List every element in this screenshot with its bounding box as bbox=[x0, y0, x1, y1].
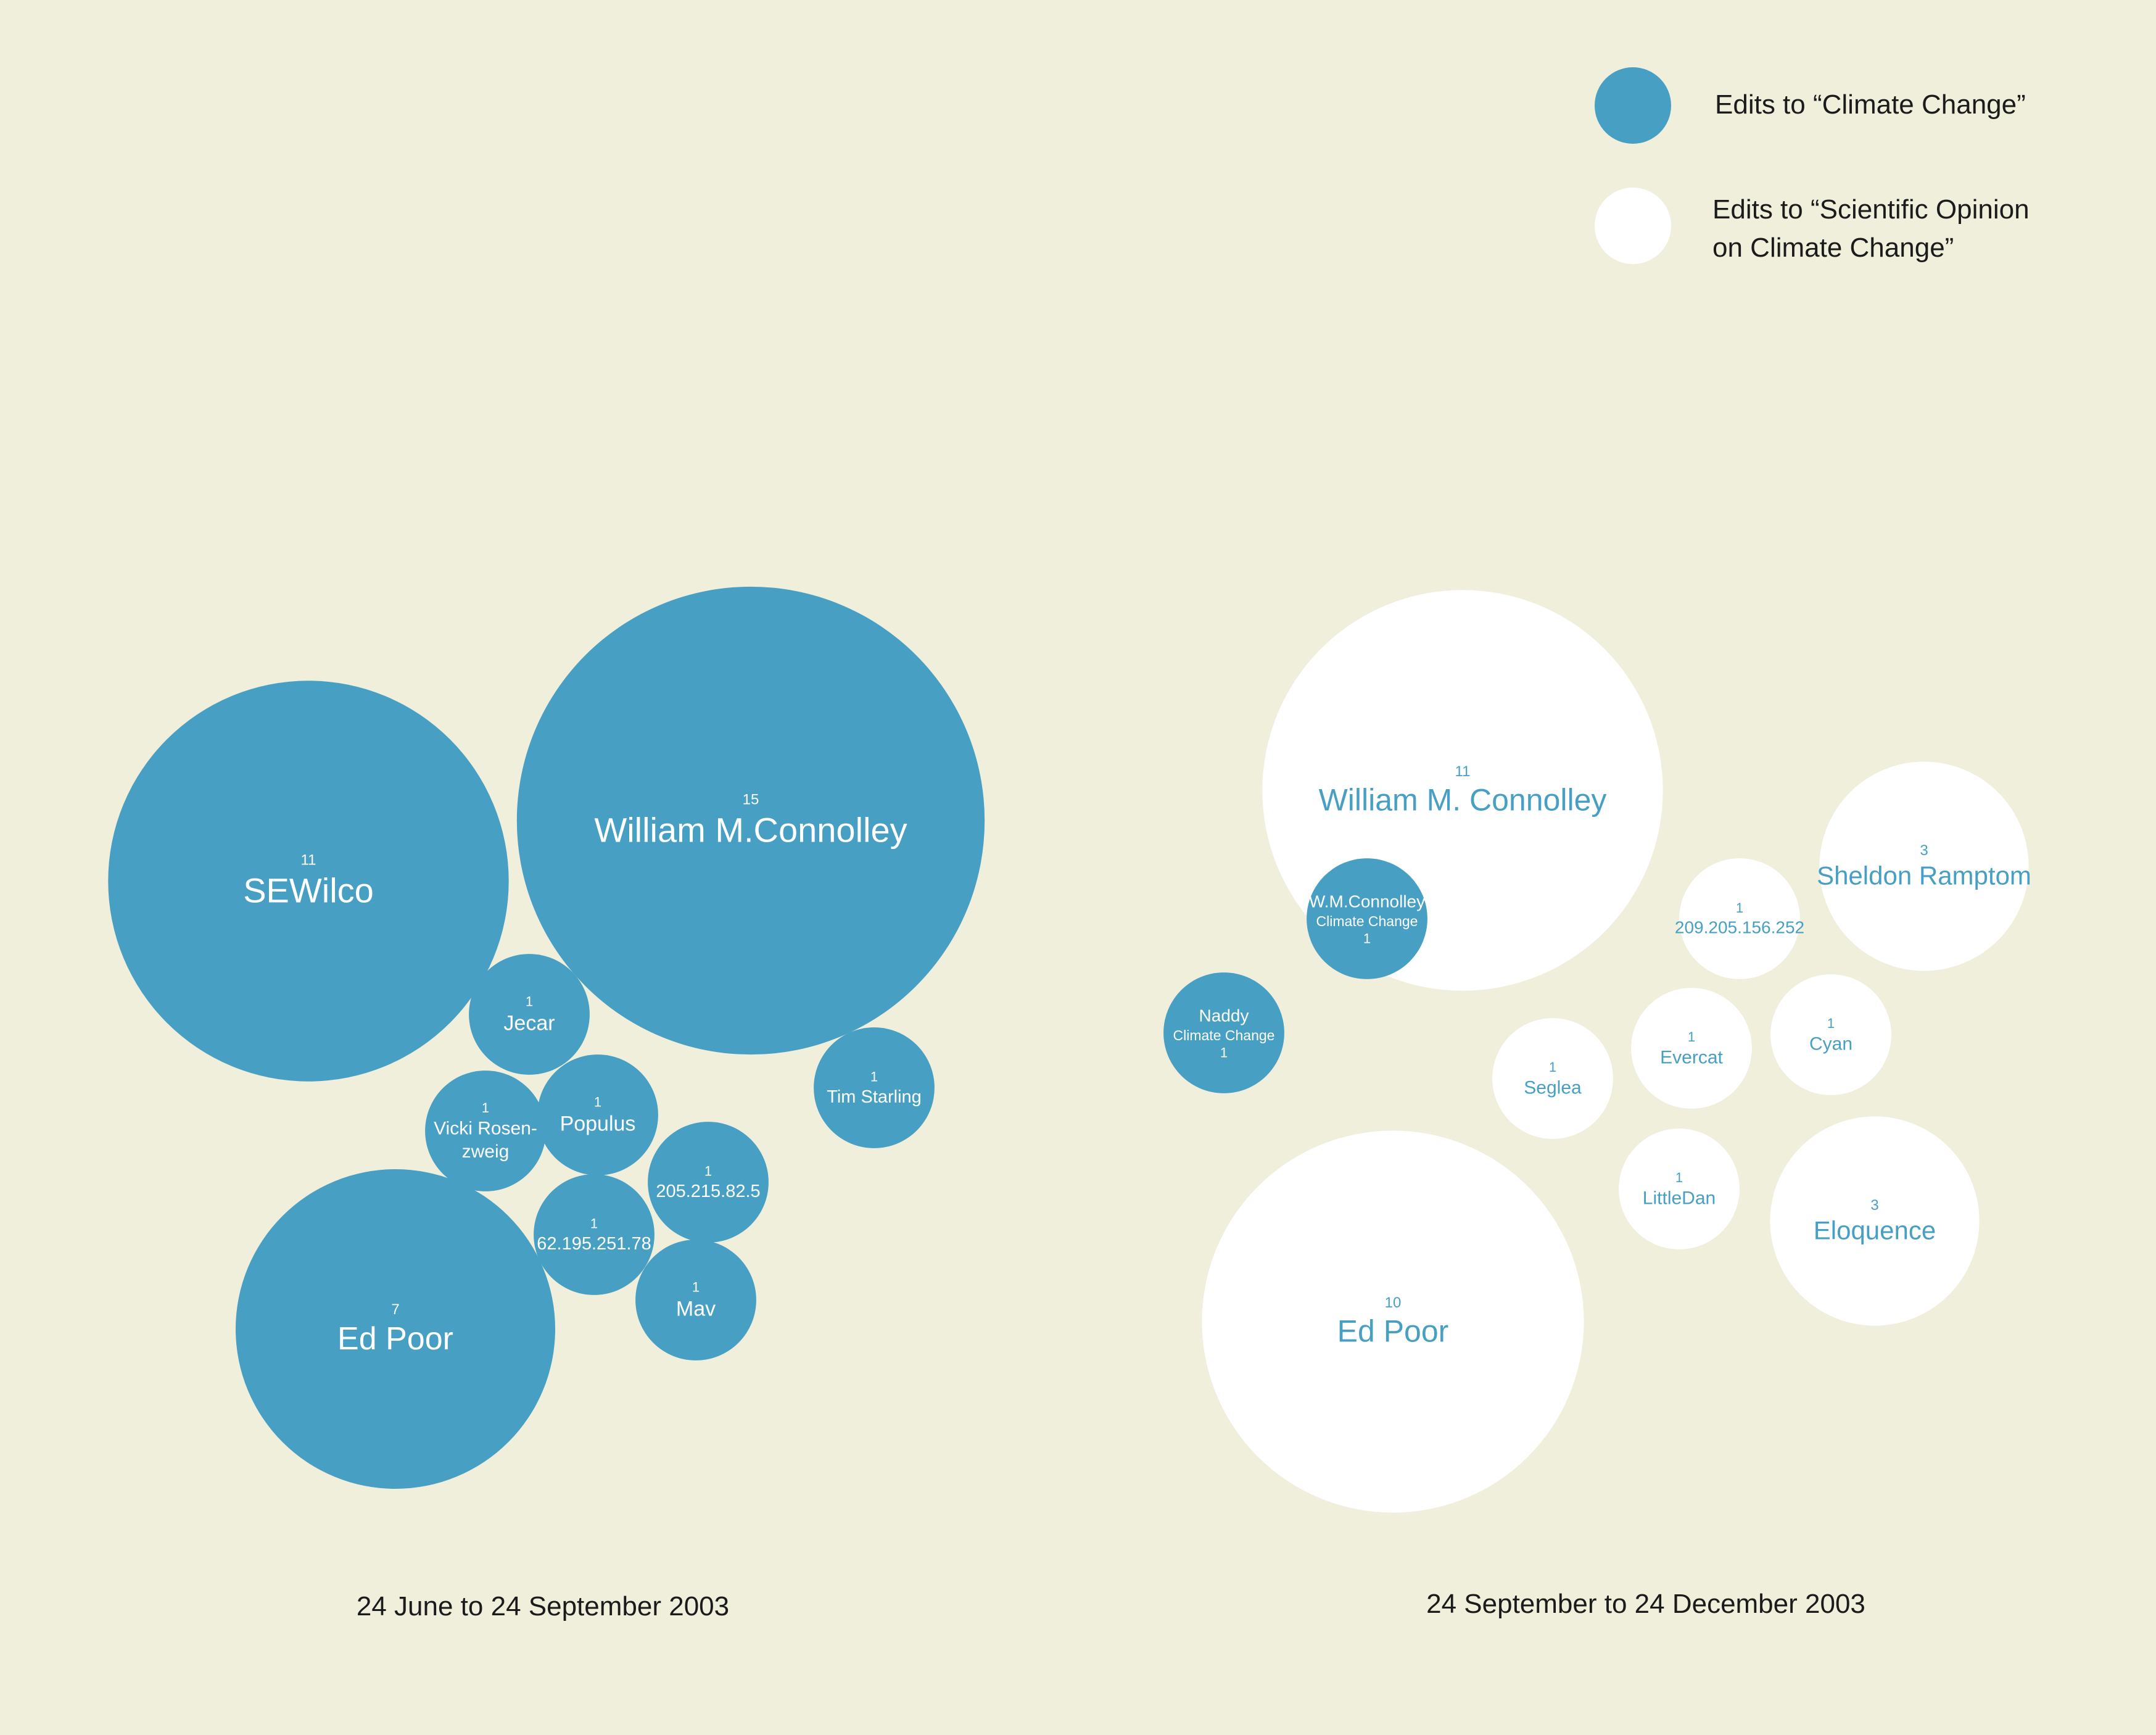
bubble-name-william-m-connolley: William M.Connolley bbox=[594, 811, 907, 850]
bubble-name-vicki-rosen-zweig: zweig bbox=[462, 1141, 510, 1162]
bubble-jecar: 1 Jecar bbox=[469, 954, 590, 1075]
bubble-count-ed-poor: 10 bbox=[1385, 1294, 1402, 1311]
bubble-count-209-205-156-252: 1 bbox=[1736, 900, 1743, 916]
bubble-name-cyan: Cyan bbox=[1809, 1033, 1852, 1054]
bubble-count-sewilco: 11 bbox=[301, 851, 316, 868]
bubble-tim-starling: 1 Tim Starling bbox=[814, 1027, 935, 1148]
bubble-name-evercat: Evercat bbox=[1660, 1047, 1723, 1067]
bubble-circle-william-m-connolley bbox=[516, 586, 985, 1055]
bubble-circle-ed-poor bbox=[1202, 1130, 1584, 1513]
bubble-name-jecar: Jecar bbox=[503, 1012, 555, 1035]
bubble-populus: 1 Populus bbox=[537, 1054, 658, 1175]
bubble-circle-62-195-251-78 bbox=[534, 1174, 655, 1295]
bubble-evercat: 1 Evercat bbox=[1631, 988, 1752, 1109]
bubble-count-eloquence: 3 bbox=[1870, 1197, 1878, 1214]
bubble-w-m-connolley: W.M.Connolley Climate Change 1 bbox=[1307, 858, 1427, 979]
legend-swatch-scientific-opinion bbox=[1595, 188, 1671, 264]
bubble-205-215-82-5: 1 205.215.82.5 bbox=[648, 1122, 769, 1243]
bubble-count-tim-starling: 1 bbox=[870, 1069, 878, 1085]
bubble-sub-naddy: Climate Change bbox=[1173, 1027, 1275, 1043]
bubble-circle-populus bbox=[537, 1054, 658, 1175]
bubble-circle-eloquence bbox=[1770, 1116, 1980, 1326]
bubble-count-jecar: 1 bbox=[526, 993, 533, 1009]
bubble-eloquence: 3 Eloquence bbox=[1770, 1116, 1980, 1326]
bubble-name-seglea: Seglea bbox=[1524, 1077, 1582, 1098]
bubble-cyan: 1 Cyan bbox=[1770, 974, 1891, 1095]
bubble-count-william-m-connolley: 11 bbox=[1455, 763, 1471, 780]
bubble-name-205-215-82-5: 205.215.82.5 bbox=[656, 1182, 760, 1201]
bubble-circle-205-215-82-5 bbox=[648, 1122, 769, 1243]
bubble-count-populus: 1 bbox=[594, 1094, 601, 1109]
bubble-count-seglea: 1 bbox=[1549, 1059, 1556, 1075]
bubble-count-62-195-251-78: 1 bbox=[590, 1216, 598, 1232]
bubble-count-mav: 1 bbox=[692, 1279, 700, 1294]
bubble-name-ed-poor: Ed Poor bbox=[337, 1321, 453, 1357]
bubble-sub-w-m-connolley: Climate Change bbox=[1316, 913, 1418, 929]
bubble-count-w-m-connolley: 1 bbox=[1363, 931, 1371, 946]
bubble-count-littledan: 1 bbox=[1675, 1170, 1683, 1185]
bubble-count-205-215-82-5: 1 bbox=[704, 1164, 712, 1179]
bubble-name-eloquence: Eloquence bbox=[1814, 1216, 1936, 1245]
bubble-circle-seglea bbox=[1492, 1018, 1613, 1139]
legend-label-scientific-opinion: Edits to “Scientific Opinion on Climate C… bbox=[1712, 194, 2030, 263]
bubble-circle-ed-poor bbox=[235, 1169, 556, 1489]
bubble-name-sheldon-ramptom: Sheldon Ramptom bbox=[1817, 861, 2031, 890]
bubble-circle-tim-starling bbox=[814, 1027, 935, 1148]
bubble-circle-cyan bbox=[1770, 974, 1891, 1095]
bubble-count-naddy: 1 bbox=[1220, 1045, 1228, 1061]
bubble-circle-sewilco bbox=[108, 681, 509, 1082]
bubble-count-sheldon-ramptom: 3 bbox=[1920, 842, 1928, 859]
bubble-circle-mav bbox=[635, 1240, 756, 1360]
bubble-sheldon-ramptom: 3 Sheldon Ramptom bbox=[1817, 761, 2031, 971]
bubble-naddy: Naddy Climate Change 1 bbox=[1163, 972, 1284, 1093]
bubble-william-m-connolley: 15 William M.Connolley bbox=[516, 586, 985, 1055]
bubble-mav: 1 Mav bbox=[635, 1240, 756, 1360]
panel-caption-1: 24 June to 24 September 2003 bbox=[357, 1591, 729, 1621]
bubble-circle-jecar bbox=[469, 954, 590, 1075]
bubble-name-mav: Mav bbox=[676, 1298, 716, 1321]
bubble-name-vicki-rosen-zweig: Vicki Rosen- bbox=[434, 1119, 537, 1139]
bubble-count-evercat: 1 bbox=[1688, 1029, 1695, 1045]
bubble-name-w-m-connolley: W.M.Connolley bbox=[1309, 892, 1425, 911]
bubble-209-205-156-252: 1 209.205.156.252 bbox=[1675, 858, 1804, 979]
bubble-name-209-205-156-252: 209.205.156.252 bbox=[1675, 918, 1804, 937]
bubble-circle-naddy bbox=[1163, 972, 1284, 1093]
panel-caption-2: 24 September to 24 December 2003 bbox=[1426, 1589, 1865, 1619]
bubble-name-william-m-connolley: William M. Connolley bbox=[1319, 783, 1607, 818]
bubble-littledan: 1 LittleDan bbox=[1619, 1128, 1740, 1249]
bubble-name-tim-starling: Tim Starling bbox=[827, 1087, 922, 1107]
legend: Edits to “Climate Change” Edits to “Scien… bbox=[1595, 67, 2030, 264]
bubble-circle-sheldon-ramptom bbox=[1819, 761, 2029, 971]
bubble-name-naddy: Naddy bbox=[1199, 1006, 1249, 1025]
legend-swatch-climate-change bbox=[1595, 67, 1671, 144]
bubble-vicki-rosen-zweig: 1 Vicki Rosen-zweig bbox=[425, 1070, 546, 1191]
bubble-circle-209-205-156-252 bbox=[1679, 858, 1800, 979]
bubble-circle-evercat bbox=[1631, 988, 1752, 1109]
bubble-ed-poor: 7 Ed Poor bbox=[235, 1169, 556, 1489]
bubble-name-ed-poor: Ed Poor bbox=[1337, 1314, 1449, 1349]
bubble-name-littledan: LittleDan bbox=[1643, 1188, 1716, 1208]
bubble-circle-vicki-rosen-zweig bbox=[425, 1070, 546, 1191]
bubble-name-sewilco: SEWilco bbox=[243, 871, 374, 910]
bubble-sewilco: 11 SEWilco bbox=[108, 681, 509, 1082]
bubble-circle-littledan bbox=[1619, 1128, 1740, 1249]
bubble-count-ed-poor: 7 bbox=[391, 1301, 399, 1318]
bubble-name-62-195-251-78: 62.195.251.78 bbox=[537, 1234, 651, 1254]
bubble-count-william-m-connolley: 15 bbox=[743, 791, 759, 808]
bubble-62-195-251-78: 1 62.195.251.78 bbox=[534, 1174, 655, 1295]
bubble-count-cyan: 1 bbox=[1827, 1016, 1835, 1031]
legend-label-climate-change: Edits to “Climate Change” bbox=[1715, 89, 2026, 120]
bubble-count-vicki-rosen-zweig: 1 bbox=[482, 1100, 489, 1116]
bubble-circle-w-m-connolley bbox=[1307, 858, 1427, 979]
bubble-ed-poor: 10 Ed Poor bbox=[1202, 1130, 1584, 1513]
bubble-seglea: 1 Seglea bbox=[1492, 1018, 1613, 1139]
bubble-name-populus: Populus bbox=[560, 1112, 636, 1136]
